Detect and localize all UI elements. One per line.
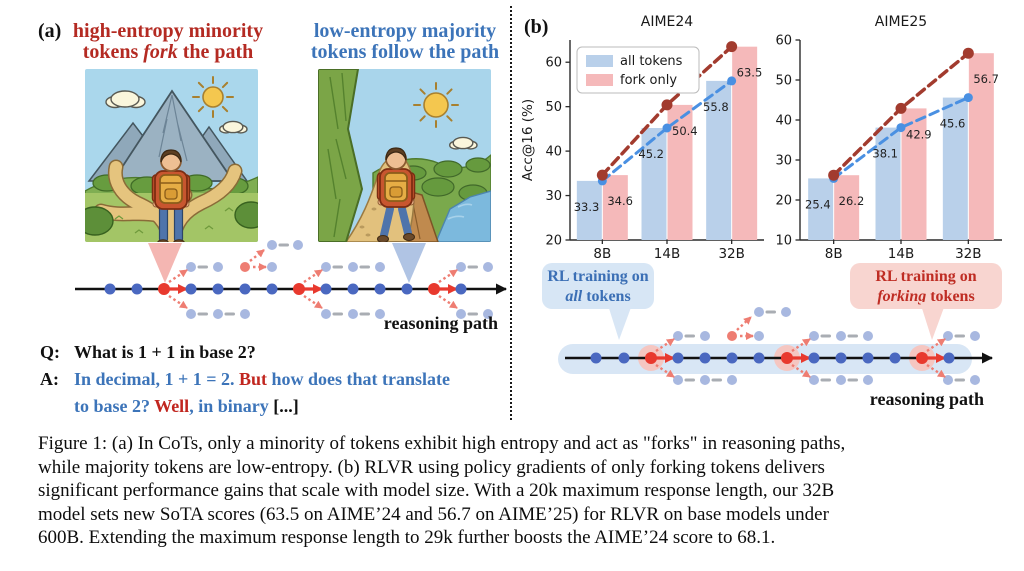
svg-text:60: 60 xyxy=(775,34,792,49)
bars xyxy=(576,46,758,240)
value-labels: 33.3 45.2 55.8 34.6 50.4 63.5 xyxy=(574,66,763,214)
svg-text:56.7: 56.7 xyxy=(973,72,999,86)
a-label: A: xyxy=(40,369,59,389)
bubble-all-line2: all tokens xyxy=(565,288,631,305)
svg-text:8B: 8B xyxy=(593,246,611,262)
rl-all-tokens-bubble: RL training on all tokens xyxy=(542,263,654,309)
sun-icon xyxy=(192,76,234,118)
hiker-figure xyxy=(376,147,416,242)
svg-text:20: 20 xyxy=(545,234,562,249)
panel-a-label: (a) xyxy=(38,20,62,42)
svg-text:14B: 14B xyxy=(888,246,914,262)
svg-text:AIME25: AIME25 xyxy=(875,14,927,30)
axes: 20 30 40 50 60 8B 14B 32B xyxy=(545,40,764,262)
svg-text:14B: 14B xyxy=(654,246,680,262)
bars xyxy=(808,53,994,241)
svg-text:20: 20 xyxy=(775,194,792,209)
cloud-icon xyxy=(448,136,478,150)
panel-a-blue-header: low-entropy majority tokens follow the p… xyxy=(303,21,507,63)
panel-b-label: (b) xyxy=(524,16,549,38)
svg-text:50: 50 xyxy=(775,74,792,89)
svg-text:30: 30 xyxy=(545,189,562,204)
svg-text:45.2: 45.2 xyxy=(638,147,664,161)
red-header-line2: tokens fork the path xyxy=(82,41,254,63)
panel-divider xyxy=(510,6,512,420)
panel-a-reasoning-path-label: reasoning path xyxy=(383,313,498,333)
caption-line: model sets new SoTA scores (63.5 on AIME… xyxy=(38,503,829,525)
cloud-icon xyxy=(105,90,146,109)
hiker-figure xyxy=(151,149,191,242)
svg-text:50.4: 50.4 xyxy=(672,124,698,138)
svg-text:45.6: 45.6 xyxy=(940,117,966,131)
blue-header-line1: low-entropy majority xyxy=(313,20,497,42)
panel-a-reasoning-path-diagram xyxy=(75,240,507,319)
axes: 10 20 30 40 50 60 8B 14B 32B xyxy=(775,34,1002,262)
red-header-line1: high-entropy minority xyxy=(72,20,264,42)
figure-caption: Figure 1: (a) In CoTs, only a minority o… xyxy=(38,432,845,550)
panel-a-red-header: high-entropy minority tokens fork the pa… xyxy=(62,21,274,63)
svg-text:8B: 8B xyxy=(825,246,843,262)
legend: all tokens fork only xyxy=(576,46,700,94)
svg-text:33.3: 33.3 xyxy=(574,200,600,214)
question-row: Q: What is 1 + 1 in base 2? xyxy=(40,339,450,366)
svg-text:fork only: fork only xyxy=(620,73,677,88)
value-labels: 25.4 38.1 45.6 26.2 42.9 56.7 xyxy=(805,72,999,211)
rl-forking-tokens-bubble: RL training on forking tokens xyxy=(850,263,1002,309)
panel-b-reasoning-path-label: reasoning path xyxy=(869,389,984,409)
answer-row: A: In decimal, 1 + 1 = 2. But how does t… xyxy=(40,366,450,420)
aime24-bar-chart: AIME24 20 30 40 50 60 8B 14B 32B Acc@16 (%) 33.3 45… xyxy=(520,14,764,262)
panel-b-reasoning-path-diagram xyxy=(558,302,993,385)
svg-text:38.1: 38.1 xyxy=(872,147,898,161)
blue-header-line2: tokens follow the path xyxy=(310,41,500,63)
svg-text:55.8: 55.8 xyxy=(703,100,729,114)
trend-lines xyxy=(828,47,974,183)
forking-paths-illustration xyxy=(85,69,258,242)
svg-text:26.2: 26.2 xyxy=(839,194,865,208)
caption-line: while majority tokens are low-entropy. (… xyxy=(38,456,825,478)
tokens xyxy=(590,307,980,385)
a-text: In decimal, 1 + 1 = 2. But how does that… xyxy=(74,369,451,416)
caption-line: 600B. Extending the maximum response len… xyxy=(38,527,776,549)
svg-text:10: 10 xyxy=(775,234,792,249)
svg-text:50: 50 xyxy=(545,100,562,115)
svg-text:60: 60 xyxy=(545,56,562,71)
sun-icon xyxy=(413,82,459,128)
svg-text:32B: 32B xyxy=(718,246,744,262)
trend-lines xyxy=(596,41,738,186)
q-label: Q: xyxy=(40,342,60,362)
caption-line: significant performance gains that scale… xyxy=(38,480,835,502)
qa-block: Q: What is 1 + 1 in base 2? A: In decima… xyxy=(40,339,450,420)
tokens xyxy=(104,240,493,319)
svg-text:30: 30 xyxy=(775,154,792,169)
q-text: What is 1 + 1 in base 2? xyxy=(74,342,256,362)
svg-text:63.5: 63.5 xyxy=(737,66,763,80)
svg-text:AIME24: AIME24 xyxy=(641,14,694,30)
aime25-bar-chart: AIME25 10 20 30 40 50 60 8B 14B 32B 25.4 38.1 45.6 26… xyxy=(775,14,1002,262)
bubble-all-line1: RL training on xyxy=(547,268,649,285)
svg-text:all tokens: all tokens xyxy=(620,54,683,69)
bubble-fork-line2: forking tokens xyxy=(877,288,975,305)
svg-text:40: 40 xyxy=(545,145,562,160)
svg-text:40: 40 xyxy=(775,114,792,129)
svg-text:42.9: 42.9 xyxy=(906,127,932,141)
single-path-illustration xyxy=(318,69,491,242)
svg-text:25.4: 25.4 xyxy=(805,197,831,211)
svg-text:Acc@16 (%): Acc@16 (%) xyxy=(520,99,536,181)
svg-text:32B: 32B xyxy=(955,246,981,262)
cloud-icon xyxy=(218,120,248,134)
caption-line: Figure 1: (a) In CoTs, only a minority o… xyxy=(38,433,846,454)
svg-text:34.6: 34.6 xyxy=(607,194,633,208)
bubble-fork-line1: RL training on xyxy=(875,268,977,285)
